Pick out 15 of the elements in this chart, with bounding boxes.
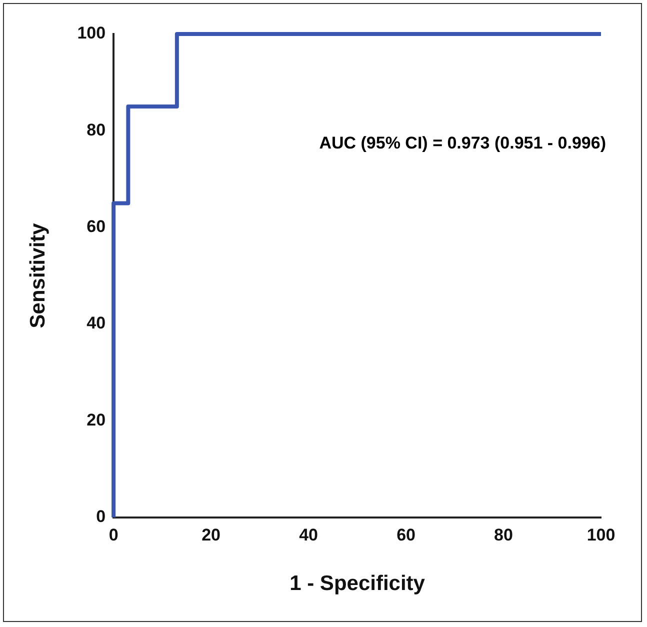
x-axis-title: 1 - Specificity (290, 572, 426, 596)
y-tick-label: 100 (77, 24, 106, 43)
y-axis-title: Sensitivity (26, 222, 50, 328)
x-tick-label: 20 (202, 525, 221, 544)
annotation: AUC (95% CI) = 0.973 (0.951 - 0.996) (319, 134, 606, 153)
x-tick-label: 40 (299, 525, 318, 544)
x-tick-label: 60 (396, 525, 416, 544)
x-tick-label: 80 (494, 525, 513, 544)
y-tick-label: 40 (86, 314, 106, 333)
y-tick-label: 60 (86, 217, 106, 236)
y-tick-label: 0 (96, 507, 106, 526)
x-tick-label: 0 (108, 525, 118, 544)
y-tick-label: 20 (86, 410, 106, 430)
y-tick-label: 80 (86, 120, 106, 140)
x-tick-label: 100 (586, 525, 616, 544)
